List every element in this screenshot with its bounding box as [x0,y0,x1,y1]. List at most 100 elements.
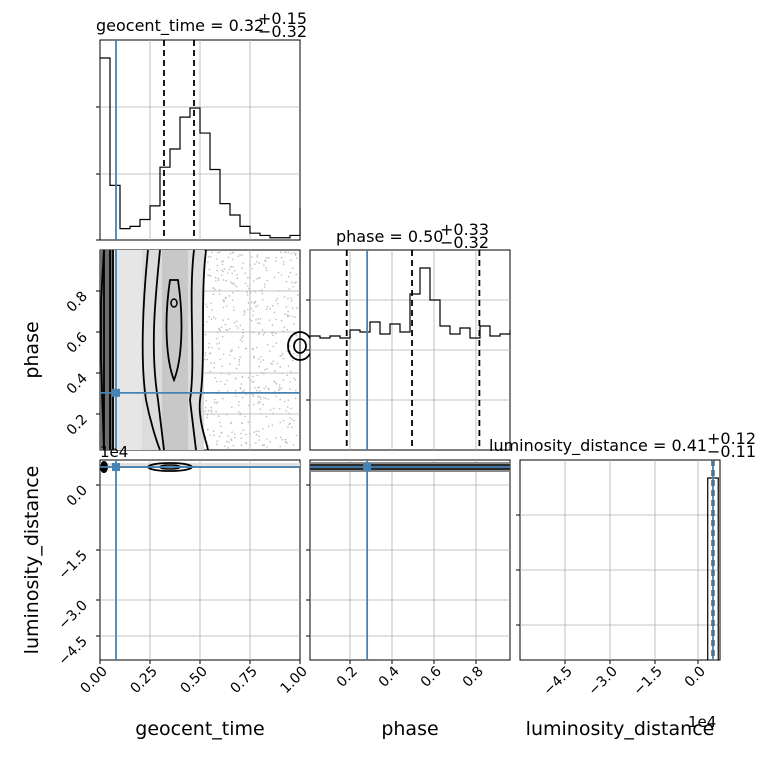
scatter-point [259,318,262,320]
xlabel-luminosity-distance: luminosity_distance [526,718,715,740]
scatter-point [261,298,264,301]
scatter-point [246,291,248,294]
scatter-point [206,416,208,419]
scatter-point [241,340,244,343]
scatter-point [209,255,212,258]
scatter-point [286,350,289,353]
scatter-point [255,305,257,308]
scatter-point [293,419,296,422]
scatter-point [296,354,299,357]
scatter-point [223,301,225,303]
scatter-point [273,370,276,372]
scatter-point [256,255,259,258]
contour-line [198,249,209,451]
scatter-point [287,276,290,278]
scatter-point [294,253,297,255]
scatter-point [279,398,282,401]
scatter-point [259,322,261,325]
scatter-point [289,345,291,347]
title-phase: phase = 0.50 [336,227,443,246]
title-geocent-time-minus: −0.32 [258,22,307,41]
scatter-point [265,267,267,269]
scatter-point [283,296,286,298]
scatter-point [287,315,289,318]
scatter-point [293,252,295,254]
scatter-point [281,256,283,259]
scatter-point [260,398,262,400]
scatter-point [224,383,226,386]
ylabel-phase: phase [21,321,43,378]
scatter-point [234,389,237,392]
tick-label-luminosity-distance: −1.5 [630,664,665,699]
scatter-point [270,362,272,365]
ylabel-luminosity-distance: luminosity_distance [21,466,43,655]
scatter-point [279,366,282,368]
scatter-point [271,304,274,307]
scatter-point [244,272,246,275]
scatter-point [296,307,298,310]
scatter-point [248,404,250,407]
scatter-point [229,252,232,255]
scatter-point [269,409,272,411]
scatter-point [208,352,211,355]
scatter-point [258,332,261,334]
scatter-point [235,285,238,288]
scatter-point [213,366,216,369]
scatter-point [245,347,248,350]
scatter-point [230,281,232,284]
scatter-point [204,333,207,336]
scatter-point [207,428,209,431]
tick-label-geocent-time: 0.00 [77,664,110,697]
scatter-point [277,271,280,274]
scatter-point [256,278,258,280]
scatter-point [295,281,297,283]
scatter-point [294,397,297,400]
scatter-point [244,415,246,418]
scatter-point [252,314,254,317]
scatter-point [271,424,274,427]
scatter-point [274,381,276,384]
scatter-point [275,395,278,398]
scatter-point [253,280,255,282]
scatter-point [232,266,234,268]
scatter-point [216,401,219,404]
scatter-point [241,396,244,399]
scatter-point [223,268,226,270]
scatter-point [205,321,208,323]
scatter-point [286,328,289,331]
scatter-point [207,261,209,264]
scatter-point [219,425,222,428]
scatter-point [259,413,262,415]
scatter-point [282,419,285,422]
scatter-point [231,251,234,254]
scatter-point [248,276,251,279]
scatter-point [212,413,214,416]
scatter-point [207,409,210,412]
scatter-point [258,365,261,368]
scatter-point [246,293,249,296]
title-luminosity-distance: luminosity_distance = 0.41 [489,436,707,456]
scatter-point [258,262,261,264]
scatter-point [259,396,262,398]
scatter-point [255,346,258,349]
scatter-point [288,423,290,426]
scatter-point [250,307,252,310]
scatter-point [282,263,285,266]
scatter-point [262,444,265,446]
scatter-point [207,255,210,258]
scatter-point [204,303,207,306]
scatter-point [227,318,230,320]
scatter-point [287,310,289,313]
scatter-point [264,385,267,388]
scatter-point [261,292,264,295]
scatter-point [291,426,293,428]
scatter-point [284,251,287,253]
scatter-point [231,258,234,261]
scatter-point [275,257,278,259]
scatter-point [282,261,285,263]
scatter-point [210,406,212,409]
scatter-point [278,386,281,389]
scatter-point [254,442,257,444]
scatter-point [243,389,245,392]
scatter-point [225,279,227,282]
